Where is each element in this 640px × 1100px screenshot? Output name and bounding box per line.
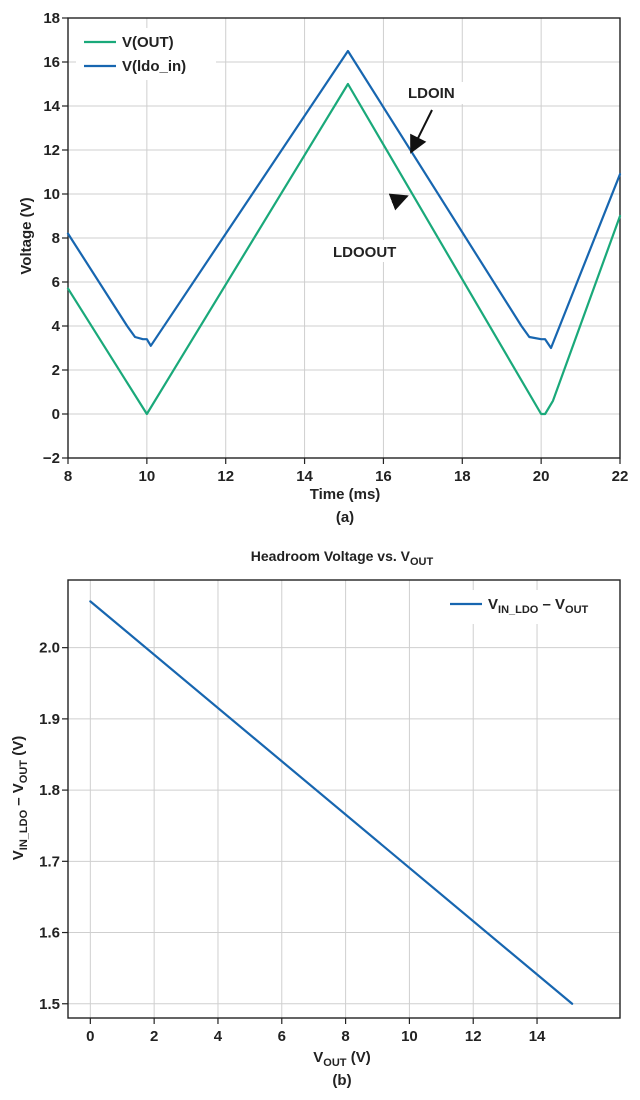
- chart-a-y-tick-label: 12: [43, 142, 60, 159]
- annotation-ldoin-bg: [398, 82, 466, 104]
- chart-b-series: [89, 600, 574, 1005]
- chart-b-y-axis-label: VIN_LDO – VOUT (V): [10, 736, 30, 860]
- annotation-ldoout: LDOOUT: [333, 244, 396, 261]
- annotation-ldoin: LDOIN: [408, 85, 455, 102]
- chart-b-x-tick-label: 10: [401, 1028, 418, 1045]
- chart-a-x-tick-label: 20: [533, 468, 550, 485]
- annotation-ldoout-bg: [326, 240, 406, 262]
- chart-b-y-tick-label: 2.0: [39, 640, 60, 657]
- chart-a-y-tick-label: 16: [43, 54, 60, 71]
- chart-a-y-tick-label: 4: [52, 318, 61, 335]
- chart-b-title: Headroom Voltage vs. VOUT: [251, 548, 434, 568]
- chart-a-y-tick-label: 14: [43, 98, 60, 115]
- chart-b-y-ticks: 1.5 1.6 1.7 1.8 1.9 2.0: [39, 640, 68, 1013]
- chart-a-panel-label: (a): [336, 509, 354, 526]
- chart-b-legend: VIN_LDO – VOUT: [440, 590, 610, 624]
- chart-b-plot-frame: [67, 579, 621, 1019]
- chart-a-y-tick-label: 2: [52, 362, 60, 379]
- chart-b-x-tick-label: 0: [86, 1028, 94, 1045]
- legend-label-headroom: VIN_LDO – VOUT: [488, 596, 589, 616]
- annotation-ldoin-arrow: [410, 109, 433, 154]
- chart-a-x-tick-label: 22: [612, 468, 629, 485]
- chart-a-x-tick-label: 12: [217, 468, 234, 485]
- chart-a-x-tick-label: 18: [454, 468, 471, 485]
- chart-b-x-tick-label: 12: [465, 1028, 482, 1045]
- chart-a-legend: V(OUT) V(ldo_in): [76, 28, 216, 80]
- chart-a-y-tick-label: 0: [52, 406, 60, 423]
- chart-a-y-tick-label: 18: [43, 10, 60, 27]
- chart-a-y-tick-label: 8: [52, 230, 60, 247]
- chart-b-y-tick-label: 1.7: [39, 853, 60, 870]
- chart-a-x-tick-label: 16: [375, 468, 392, 485]
- chart-b-series-line-0: [89, 600, 574, 1005]
- chart-a-x-tick-label: 8: [64, 468, 72, 485]
- chart-a-x-ticks: 8 10 12 14 16 18 20 22: [64, 458, 629, 485]
- chart-b-x-tick-label: 8: [341, 1028, 349, 1045]
- chart-b-y-tick-label: 1.9: [39, 711, 60, 728]
- chart-b-x-tick-label: 4: [214, 1028, 223, 1045]
- chart-a-x-tick-label: 14: [296, 468, 313, 485]
- chart-b-x-ticks: 0 2 4 6 8 10 12 14: [86, 1018, 546, 1045]
- chart-a: 8 10 12 14 16 18 20 22 −2 0 2 4 6 8 10 12 14 16 18 V(OUT)…: [18, 10, 628, 526]
- chart-a-y-tick-label: 10: [43, 186, 60, 203]
- chart-b-panel-label: (b): [332, 1072, 351, 1089]
- chart-b-y-tick-label: 1.6: [39, 925, 60, 942]
- chart-a-annotations: LDOIN LDOOUT: [326, 82, 466, 262]
- legend-label-vldo-in: V(ldo_in): [122, 58, 186, 75]
- annotation-ldoout-arrow: [388, 193, 409, 211]
- chart-a-y-tick-label: 6: [52, 274, 60, 291]
- chart-b-x-tick-label: 14: [529, 1028, 546, 1045]
- chart-a-y-tick-label: −2: [43, 450, 60, 467]
- chart-a-grid: [67, 17, 621, 459]
- legend-label-vout: V(OUT): [122, 34, 174, 51]
- chart-a-series-line-1: [66, 49, 622, 350]
- chart-a-x-tick-label: 10: [139, 468, 156, 485]
- chart-b-x-axis-label: VOUT (V): [313, 1049, 370, 1069]
- chart-b-grid: [68, 580, 620, 1018]
- chart-b: Headroom Voltage vs. VOUT 0 2 4 6 8 10 12 14 1.…: [10, 548, 621, 1089]
- chart-a-legend-bg: [76, 28, 216, 80]
- chart-a-x-axis-label: Time (ms): [310, 486, 381, 503]
- chart-b-y-tick-label: 1.5: [39, 996, 60, 1013]
- chart-b-legend-bg: [440, 590, 610, 624]
- chart-b-y-tick-label: 1.8: [39, 782, 60, 799]
- chart-b-x-tick-label: 2: [150, 1028, 158, 1045]
- chart-a-y-ticks: −2 0 2 4 6 8 10 12 14 16 18: [43, 10, 68, 467]
- chart-a-series-line-0: [66, 82, 622, 416]
- chart-b-x-tick-label: 6: [278, 1028, 286, 1045]
- chart-a-y-axis-label: Voltage (V): [18, 197, 35, 274]
- chart-a-series: [66, 49, 622, 416]
